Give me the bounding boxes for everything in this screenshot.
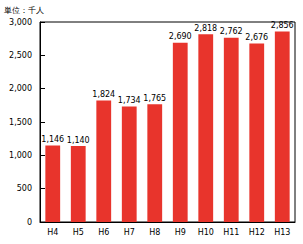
svg-text:1,146: 1,146 [41,135,64,144]
svg-text:2,856: 2,856 [271,21,294,30]
svg-text:2,690: 2,690 [169,32,192,41]
svg-text:H4: H4 [47,228,58,237]
svg-text:2,676: 2,676 [245,33,268,42]
svg-text:H7: H7 [124,228,135,237]
svg-text:1,500: 1,500 [9,118,32,127]
svg-text:1,734: 1,734 [118,96,141,105]
svg-text:H9: H9 [175,228,186,237]
svg-text:3,000: 3,000 [9,18,32,27]
svg-text:H13: H13 [274,228,290,237]
svg-text:2,500: 2,500 [9,51,32,60]
svg-text:1,000: 1,000 [9,151,32,160]
svg-text:1,824: 1,824 [92,90,115,99]
svg-text:2,000: 2,000 [9,84,32,93]
svg-text:1,140: 1,140 [67,136,90,145]
svg-text:H8: H8 [149,228,160,237]
svg-text:H6: H6 [98,228,109,237]
svg-text:1,765: 1,765 [143,94,166,103]
svg-text:H5: H5 [73,228,84,237]
svg-text:0: 0 [27,218,32,227]
svg-text:2,818: 2,818 [194,24,217,33]
svg-text:2,762: 2,762 [220,27,243,36]
svg-text:H12: H12 [249,228,265,237]
svg-text:500: 500 [17,184,32,193]
svg-text:単位：千人: 単位：千人 [4,6,44,15]
svg-text:H10: H10 [198,228,214,237]
svg-text:H11: H11 [223,228,239,237]
